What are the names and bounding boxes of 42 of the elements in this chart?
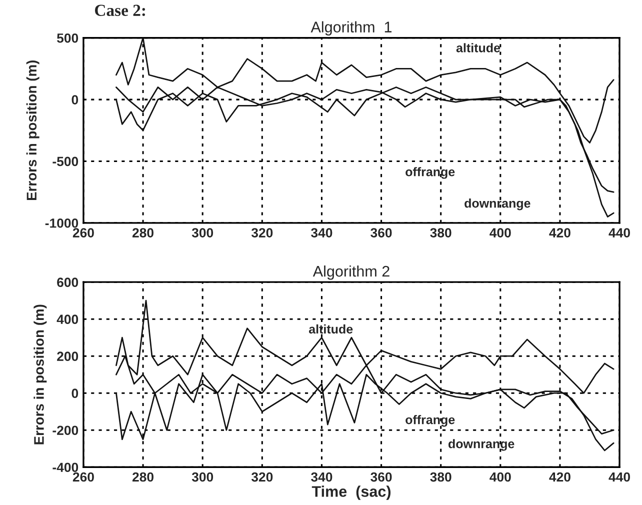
x-tick-label: 400: [490, 228, 511, 238]
x-tick-label: 340: [311, 472, 332, 482]
y-axis-title: Errors in position (m): [34, 304, 47, 444]
x-tick-label: 440: [608, 472, 630, 482]
x-tick-label: 280: [132, 472, 154, 482]
annotation: downrange: [448, 439, 514, 451]
annotation: altitude: [456, 43, 500, 52]
annotation: downrange: [464, 198, 530, 210]
text: Case 2:: [94, 4, 145, 16]
x-tick-label: 260: [72, 472, 94, 482]
y-tick-label: -400: [52, 462, 78, 472]
y-tick-label: 200: [57, 352, 78, 362]
x-tick-label: 420: [549, 472, 570, 482]
x-tick-label: 340: [311, 228, 332, 238]
y-axis-title: Errors in position (m): [26, 60, 40, 200]
x-tick-label: 380: [430, 228, 452, 238]
x-tick-label: 440: [608, 228, 630, 238]
x-tick-label: 360: [370, 228, 392, 238]
y-tick-label: 600: [57, 278, 78, 288]
x-tick-label: 360: [370, 472, 392, 482]
y-tick-label: 0: [72, 95, 78, 104]
x-tick-label: 400: [490, 472, 511, 482]
x-tick-label: 260: [72, 228, 94, 238]
x-tick-label: 300: [192, 472, 214, 482]
x-tick-label: 280: [132, 228, 154, 238]
y-tick-label: -200: [52, 426, 78, 436]
y-tick-label: 0: [72, 388, 78, 398]
y-tick-label: -1000: [45, 218, 78, 228]
chart-title: Algorithm 2: [312, 265, 390, 280]
x-tick-label: 380: [430, 472, 452, 482]
annotation: offrange: [406, 167, 455, 179]
x-tick-label: 420: [549, 228, 570, 238]
annotation: offrange: [406, 415, 455, 427]
y-tick-label: 500: [56, 33, 78, 43]
y-tick-label: -500: [52, 156, 78, 166]
x-tick-label: 320: [251, 228, 273, 238]
chart-title: Algorithm 1: [310, 21, 392, 36]
y-tick-label: 400: [56, 314, 78, 324]
x-tick-label: 320: [251, 472, 273, 482]
x-axis-title: Time (sac): [312, 486, 391, 500]
x-tick-label: 300: [192, 228, 214, 238]
annotation: altitude: [308, 324, 353, 334]
